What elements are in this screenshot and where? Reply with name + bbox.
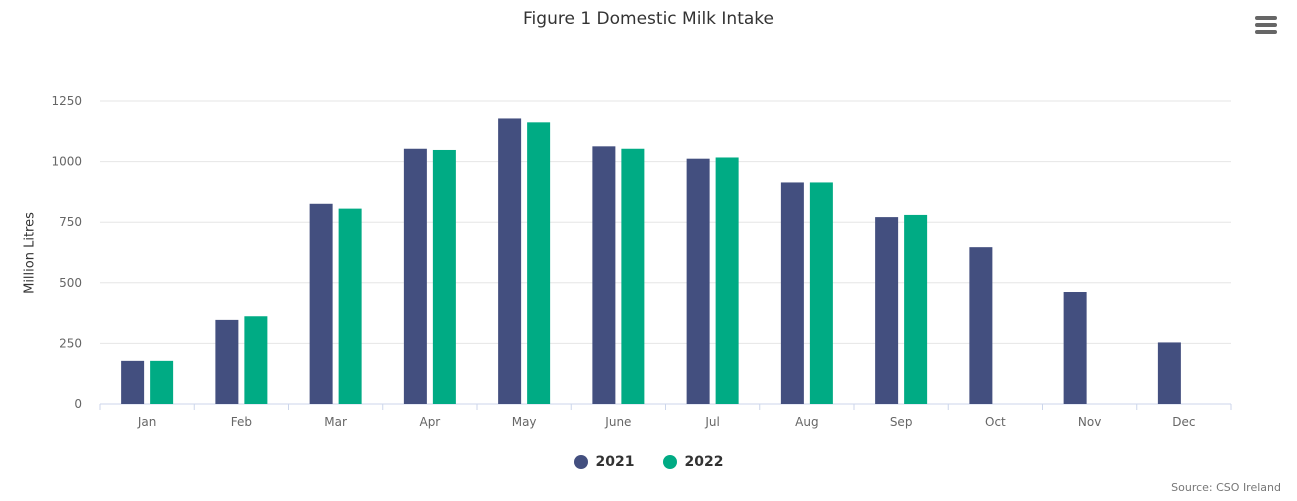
legend-item-2021[interactable]: 2021 — [573, 454, 635, 470]
bar-2022-jan — [150, 360, 174, 404]
bar-2021-feb — [215, 319, 239, 404]
x-tick-label: June — [604, 415, 631, 429]
chart-title: Figure 1 Domestic Milk Intake — [523, 9, 774, 29]
bar-2021-may — [498, 118, 522, 405]
hamburger-menu-icon[interactable] — [1255, 16, 1279, 34]
x-tick-label: May — [512, 415, 537, 429]
x-tick-label: Feb — [231, 415, 252, 429]
bar-2022-feb — [244, 316, 268, 404]
y-tick-label: 250 — [59, 336, 82, 350]
chart-legend: 2021 2022 — [0, 454, 1297, 470]
bar-2022-sep — [904, 214, 928, 404]
bar-2021-dec — [1157, 342, 1181, 404]
bar-2022-apr — [432, 149, 456, 404]
bar-2022-june — [621, 148, 645, 404]
legend-marker-2022 — [662, 455, 677, 469]
x-tick-label: Jul — [704, 415, 719, 429]
bar-2021-nov — [1063, 292, 1087, 404]
x-tick-label: Apr — [419, 415, 440, 429]
bar-2021-apr — [403, 148, 427, 404]
x-tick-label: Sep — [890, 415, 913, 429]
bar-2022-aug — [809, 182, 833, 404]
x-tick-label: Mar — [324, 415, 347, 429]
bar-2021-june — [592, 146, 616, 404]
bar-2021-sep — [875, 217, 899, 404]
bar-2021-oct — [969, 247, 993, 404]
x-tick-label: Dec — [1172, 415, 1195, 429]
bar-2021-jan — [121, 360, 145, 404]
y-tick-label: 500 — [59, 276, 82, 290]
x-tick-label: Oct — [985, 415, 1006, 429]
bar-2021-mar — [309, 203, 333, 404]
source-credit: Source: CSO Ireland — [1171, 481, 1281, 494]
y-tick-label: 1250 — [51, 94, 82, 108]
y-tick-label: 0 — [74, 397, 82, 411]
bar-2022-may — [527, 122, 551, 404]
legend-marker-2021 — [573, 455, 588, 469]
legend-label-2022: 2022 — [684, 454, 724, 470]
bar-2022-mar — [338, 208, 362, 404]
bar-2022-jul — [715, 157, 739, 404]
x-tick-label: Aug — [795, 415, 818, 429]
legend-label-2021: 2021 — [595, 454, 635, 470]
y-tick-label: 1000 — [51, 155, 82, 169]
x-tick-label: Jan — [137, 415, 157, 429]
x-tick-label: Nov — [1078, 415, 1101, 429]
bar-2021-aug — [780, 182, 804, 404]
y-tick-label: 750 — [59, 215, 82, 229]
bar-2021-jul — [686, 158, 710, 404]
legend-item-2022[interactable]: 2022 — [662, 454, 724, 470]
